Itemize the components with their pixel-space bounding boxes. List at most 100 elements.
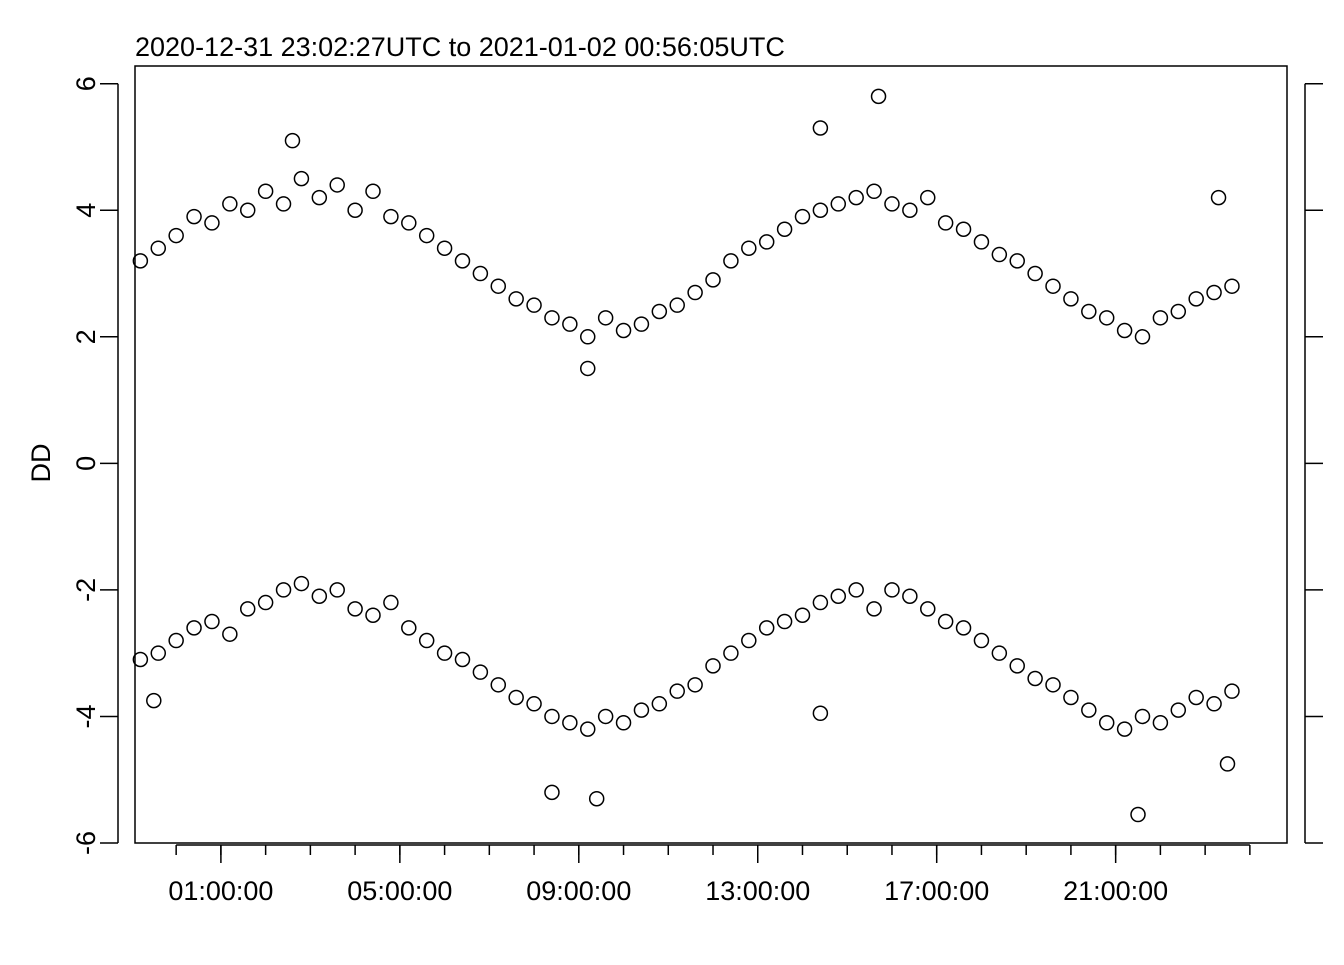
point (544, 708, 560, 725)
point (705, 658, 721, 674)
point (454, 651, 471, 668)
point (204, 215, 220, 231)
point (579, 329, 596, 345)
y-tick-label: 0 (71, 456, 101, 471)
point (562, 316, 578, 332)
x-tick-label: 13:00:00 (705, 876, 810, 906)
point (579, 360, 596, 377)
point (597, 310, 614, 326)
point (222, 196, 238, 212)
point (454, 253, 471, 269)
point (436, 240, 453, 256)
point (920, 601, 936, 617)
point (257, 594, 274, 611)
point (884, 582, 900, 598)
point (418, 632, 435, 649)
y-tick-label: -4 (71, 704, 101, 728)
point (168, 632, 184, 649)
point (275, 196, 292, 212)
point (937, 215, 954, 231)
point (401, 620, 417, 636)
point (1098, 715, 1115, 731)
point (1219, 756, 1236, 772)
point (311, 588, 328, 604)
point (597, 708, 614, 725)
point (436, 645, 453, 661)
point (1170, 303, 1187, 320)
point (902, 588, 918, 604)
point (741, 632, 757, 649)
point (146, 692, 162, 709)
point (508, 291, 524, 307)
point (544, 784, 560, 801)
point (329, 582, 345, 598)
point (633, 702, 650, 718)
y-tick-label: -6 (71, 831, 101, 855)
point (633, 316, 650, 332)
chart-title: 2020-12-31 23:02:27UTC to 2021-01-02 00:… (135, 32, 785, 62)
point (508, 689, 524, 706)
point (776, 613, 793, 630)
point (1210, 189, 1227, 206)
point (651, 696, 668, 712)
point (1063, 291, 1079, 307)
point (1152, 715, 1169, 731)
point (383, 208, 399, 225)
point (955, 221, 972, 237)
point (1116, 721, 1133, 737)
point (1130, 806, 1146, 823)
point (615, 322, 632, 339)
point (1045, 677, 1061, 693)
point (150, 645, 167, 661)
point (866, 601, 882, 617)
point (275, 582, 292, 598)
x-tick-label: 05:00:00 (347, 876, 452, 906)
point (884, 196, 900, 212)
point (562, 715, 578, 731)
point (293, 170, 310, 187)
point (472, 265, 489, 282)
plot-box (134, 65, 1288, 844)
point (776, 221, 793, 237)
point (687, 677, 703, 693)
point (365, 183, 381, 200)
point (687, 284, 703, 301)
point (1009, 253, 1025, 269)
point (347, 202, 363, 219)
point (186, 208, 202, 225)
point (1206, 284, 1222, 301)
point (1045, 278, 1061, 294)
point (239, 601, 256, 617)
point (1134, 329, 1151, 345)
point (418, 227, 435, 244)
point (311, 189, 328, 206)
point (848, 582, 864, 598)
point (723, 645, 739, 661)
point (490, 677, 507, 693)
point (1188, 291, 1204, 307)
point (365, 607, 381, 623)
point (1063, 689, 1079, 706)
point (991, 645, 1008, 661)
point (472, 664, 489, 680)
point (579, 721, 596, 737)
point (257, 183, 274, 200)
point (794, 208, 811, 225)
point (1009, 658, 1025, 674)
point (204, 613, 220, 630)
y-tick-label: 6 (71, 76, 101, 91)
point (329, 177, 345, 193)
point (222, 626, 238, 642)
point (588, 790, 605, 807)
point (1098, 310, 1115, 326)
y-tick-label: 2 (71, 329, 101, 344)
x-tick-label: 01:00:00 (168, 876, 273, 906)
point (132, 253, 149, 269)
point (1081, 702, 1097, 718)
point (1224, 683, 1240, 699)
point (812, 120, 829, 136)
point (870, 88, 887, 105)
point (383, 594, 399, 611)
point (168, 227, 184, 244)
